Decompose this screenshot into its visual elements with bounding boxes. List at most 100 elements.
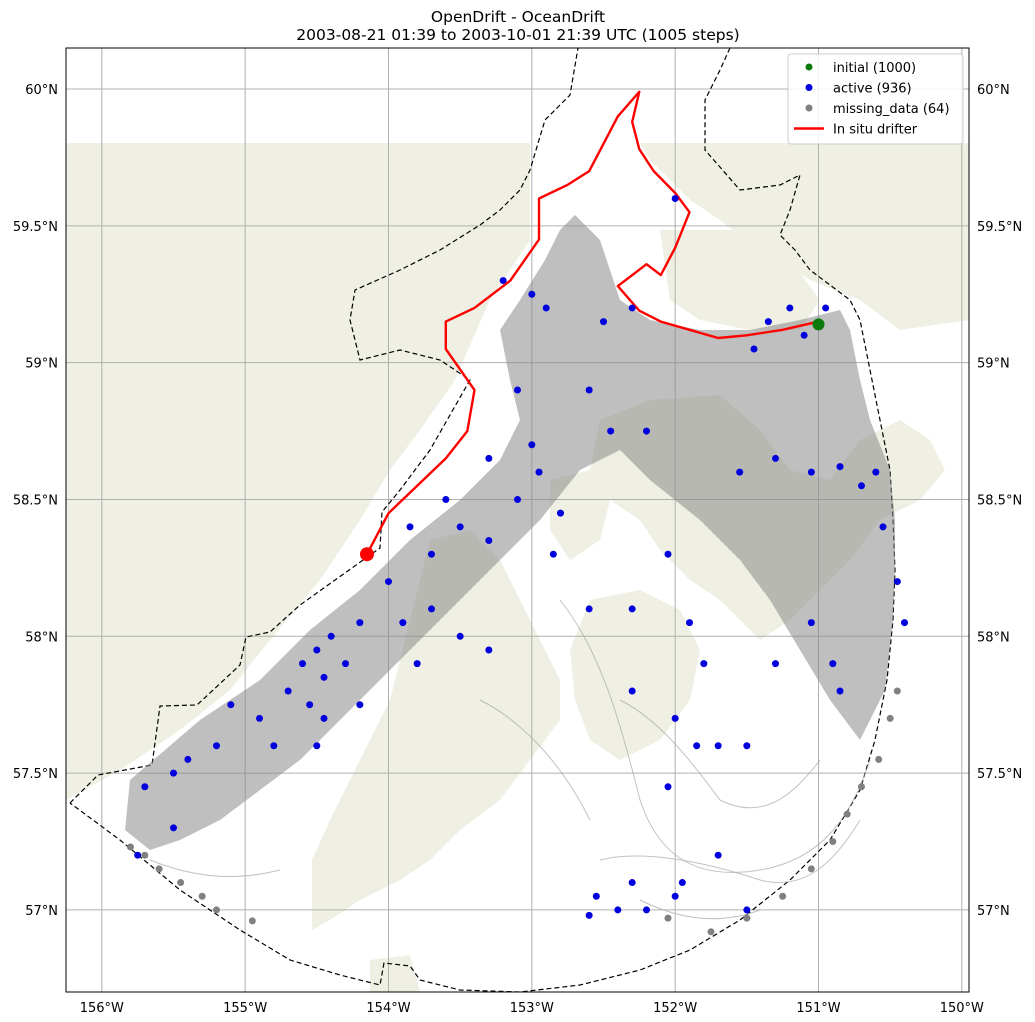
- missing-point: [141, 851, 149, 859]
- legend: initial (1000) active (936) missing_data (…: [787, 53, 964, 145]
- active-point: [428, 605, 435, 613]
- active-point: [829, 660, 837, 668]
- missing-point: [886, 714, 894, 722]
- y-tick-label-left: 58°N: [25, 630, 58, 645]
- y-tick-label-left: 58.5°N: [13, 493, 58, 508]
- map-area: [66, 48, 969, 992]
- active-point: [134, 851, 142, 859]
- active-point: [743, 906, 751, 914]
- active-point: [585, 386, 593, 394]
- active-point: [385, 578, 392, 586]
- active-point: [313, 646, 321, 654]
- axes-frame: [65, 47, 970, 993]
- missing-point: [893, 687, 901, 695]
- active-point: [671, 194, 679, 202]
- active-point: [772, 660, 779, 668]
- missing-point: [213, 906, 220, 914]
- active-point: [256, 714, 263, 722]
- y-tick-label-right: 57.5°N: [977, 767, 1022, 782]
- active-point: [528, 290, 536, 298]
- drifter-end-point: [360, 547, 374, 562]
- active-point: [671, 714, 679, 722]
- active-point: [664, 783, 672, 791]
- active-point: [514, 386, 521, 394]
- missing-point: [743, 914, 751, 922]
- missing-point: [248, 917, 256, 925]
- active-point: [399, 619, 407, 627]
- active-point: [693, 742, 701, 750]
- legend-point-swatch: [805, 63, 813, 71]
- x-tick-label: 151°W: [796, 1001, 840, 1016]
- active-point: [227, 701, 235, 709]
- chart-title: OpenDrift - OceanDrift: [431, 8, 605, 26]
- legend-label: missing_data (64): [833, 102, 950, 117]
- y-tick-label-right: 58°N: [977, 630, 1010, 645]
- y-tick-label-left: 59°N: [25, 357, 58, 372]
- active-point: [413, 660, 421, 668]
- x-tick-label: 154°W: [366, 1001, 410, 1016]
- active-point: [607, 427, 615, 435]
- active-point: [284, 687, 292, 695]
- y-tick-label-right: 57°N: [977, 904, 1010, 919]
- missing-point: [779, 892, 787, 900]
- active-point: [299, 660, 306, 668]
- active-point: [428, 550, 435, 558]
- legend-point-swatch: [805, 104, 813, 112]
- y-tick-label-left: 57°N: [25, 904, 58, 919]
- active-point: [270, 742, 278, 750]
- active-point: [743, 742, 751, 750]
- active-point: [356, 619, 364, 627]
- active-point: [485, 454, 493, 462]
- active-point: [807, 468, 815, 476]
- active-point: [750, 345, 758, 353]
- legend-box: [787, 53, 964, 145]
- active-point: [456, 523, 464, 531]
- y-tick-label-right: 58.5°N: [977, 493, 1022, 508]
- drifter-track: [365, 90, 819, 555]
- active-point: [499, 277, 507, 285]
- missing-point: [807, 865, 815, 873]
- active-point: [406, 523, 414, 531]
- active-point: [800, 331, 808, 339]
- active-point: [542, 304, 550, 312]
- missing-point: [707, 928, 715, 936]
- active-point: [764, 318, 772, 326]
- active-point: [320, 673, 328, 681]
- active-point: [342, 660, 349, 668]
- active-point: [456, 632, 464, 640]
- missing-point: [829, 838, 837, 846]
- active-point: [213, 742, 220, 750]
- x-tick-label: 152°W: [653, 1001, 697, 1016]
- active-point: [893, 578, 901, 586]
- x-tick-label: 156°W: [80, 1001, 124, 1016]
- y-tick-label-left: 60°N: [25, 83, 58, 98]
- active-point: [836, 463, 844, 471]
- missing-point: [858, 783, 865, 791]
- chart-subtitle: 2003-08-21 01:39 to 2003-10-01 21:39 UTC…: [296, 26, 739, 44]
- active-point: [714, 742, 722, 750]
- active-point: [872, 468, 880, 476]
- active-point: [628, 687, 636, 695]
- x-tick-label: 155°W: [223, 1001, 267, 1016]
- missing-point: [198, 892, 206, 900]
- active-point: [807, 619, 815, 627]
- active-point: [320, 714, 328, 722]
- active-point: [786, 304, 794, 312]
- active-point: [170, 769, 177, 777]
- active-point: [592, 892, 600, 900]
- active-point: [822, 304, 830, 312]
- active-point: [170, 824, 177, 832]
- data-marks: [127, 90, 908, 936]
- missing-point: [127, 843, 134, 851]
- y-tick-label-right: 59°N: [977, 357, 1010, 372]
- y-tick-label-right: 60°N: [977, 83, 1010, 98]
- active-point: [485, 537, 493, 545]
- active-point: [714, 851, 722, 859]
- active-point: [628, 879, 636, 887]
- active-point: [836, 687, 844, 695]
- x-tick-label: 153°W: [510, 1001, 554, 1016]
- missing-point: [875, 755, 883, 763]
- active-point: [858, 482, 865, 490]
- active-point: [485, 646, 493, 654]
